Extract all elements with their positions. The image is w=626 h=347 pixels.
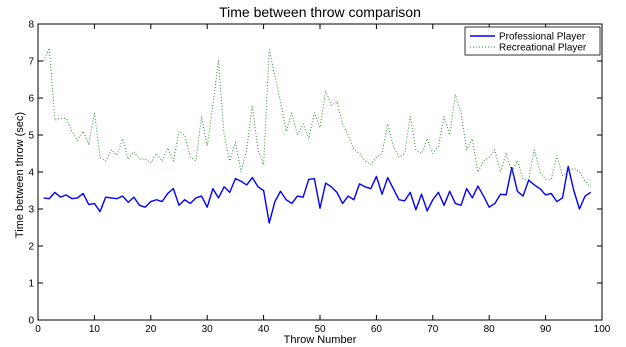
series-professional-player	[43, 165, 592, 224]
axis-ticks: 0 10 20 30 40 50 60 70 80 90 100 0 1 2 3 4 5 6 7 8	[28, 20, 610, 336]
y-tick-label: 2	[28, 242, 34, 253]
y-tick-label: 8	[28, 20, 34, 31]
y-tick-label: 3	[28, 205, 34, 216]
x-axis-label: Throw Number	[284, 334, 357, 346]
y-tick-label: 1	[28, 279, 34, 290]
legend-entry: Professional Player	[499, 32, 586, 43]
x-tick-label: 60	[371, 324, 383, 335]
x-tick-label: 90	[540, 324, 552, 335]
series-layer	[43, 47, 592, 224]
x-tick-label: 70	[427, 324, 439, 335]
y-tick-label: 6	[28, 94, 34, 105]
y-tick-label: 7	[28, 57, 34, 68]
chart-title: Time between throw comparison	[219, 4, 421, 20]
x-tick-label: 80	[484, 324, 496, 335]
x-tick-label: 10	[89, 324, 101, 335]
x-tick-label: 40	[258, 324, 270, 335]
y-axis-label: Time between throw (sec)	[14, 112, 26, 238]
plot-frame	[37, 23, 603, 321]
x-tick-label: 30	[202, 324, 214, 335]
x-tick-label: 20	[145, 324, 157, 335]
y-tick-label: 0	[28, 316, 34, 327]
x-tick-label: 0	[35, 324, 41, 335]
legend-entry: Recreational Player	[499, 43, 587, 54]
y-tick-label: 5	[28, 131, 34, 142]
x-tick-label: 100	[594, 324, 611, 335]
series-line	[43, 165, 592, 224]
legend-box	[464, 26, 601, 56]
y-tick-label: 4	[28, 168, 34, 179]
x-tick-label: 50	[314, 324, 326, 335]
plot-area	[37, 23, 603, 321]
